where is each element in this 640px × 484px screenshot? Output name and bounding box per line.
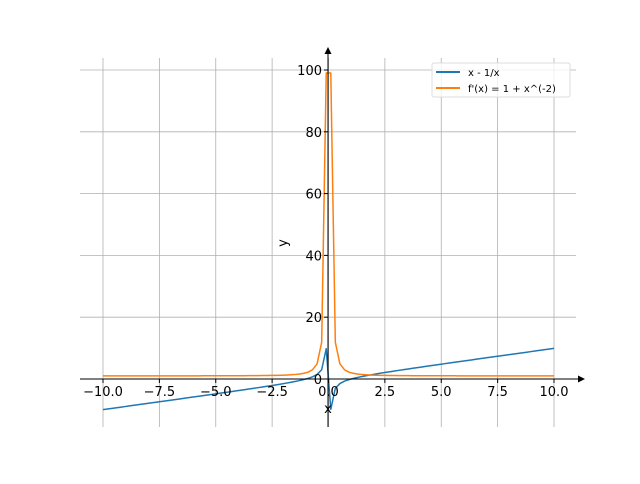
x-tick-label: −10.0 [83, 385, 123, 400]
ticks: −10.0 −7.5 −5.0 −2.5 0.0 2.5 5.0 7.5 10.0 0 20 40 60… [83, 64, 568, 400]
x-tick-label: −5.0 [200, 385, 232, 400]
y-tick-label: 60 [305, 188, 322, 203]
y-tick-label: 40 [305, 249, 322, 264]
x-tick-label: −7.5 [144, 385, 176, 400]
x-tick-label: 0.0 [318, 385, 339, 400]
legend-label-1: f'(x) = 1 + x^(-2) [468, 84, 556, 95]
y-tick-label: 20 [305, 311, 322, 326]
y-axis-arrow-icon [324, 47, 332, 54]
x-tick-label: 10.0 [540, 385, 569, 400]
x-tick-label: −2.5 [256, 385, 288, 400]
x-tick-label: 7.5 [487, 385, 508, 400]
y-tick-label: 100 [297, 64, 322, 79]
axes [80, 47, 585, 427]
x-tick-label: 5.0 [431, 385, 452, 400]
y-axis-label: y [276, 239, 291, 247]
y-tick-label: 0 [314, 373, 322, 388]
legend-label-0: x - 1/x [468, 68, 500, 79]
x-tick-label: 2.5 [375, 385, 396, 400]
legend: x - 1/x f'(x) = 1 + x^(-2) [431, 62, 571, 98]
y-tick-label: 80 [305, 126, 322, 141]
legend-box [431, 62, 571, 98]
x-axis-label: x [324, 402, 332, 417]
x-axis-arrow-icon [578, 375, 585, 383]
